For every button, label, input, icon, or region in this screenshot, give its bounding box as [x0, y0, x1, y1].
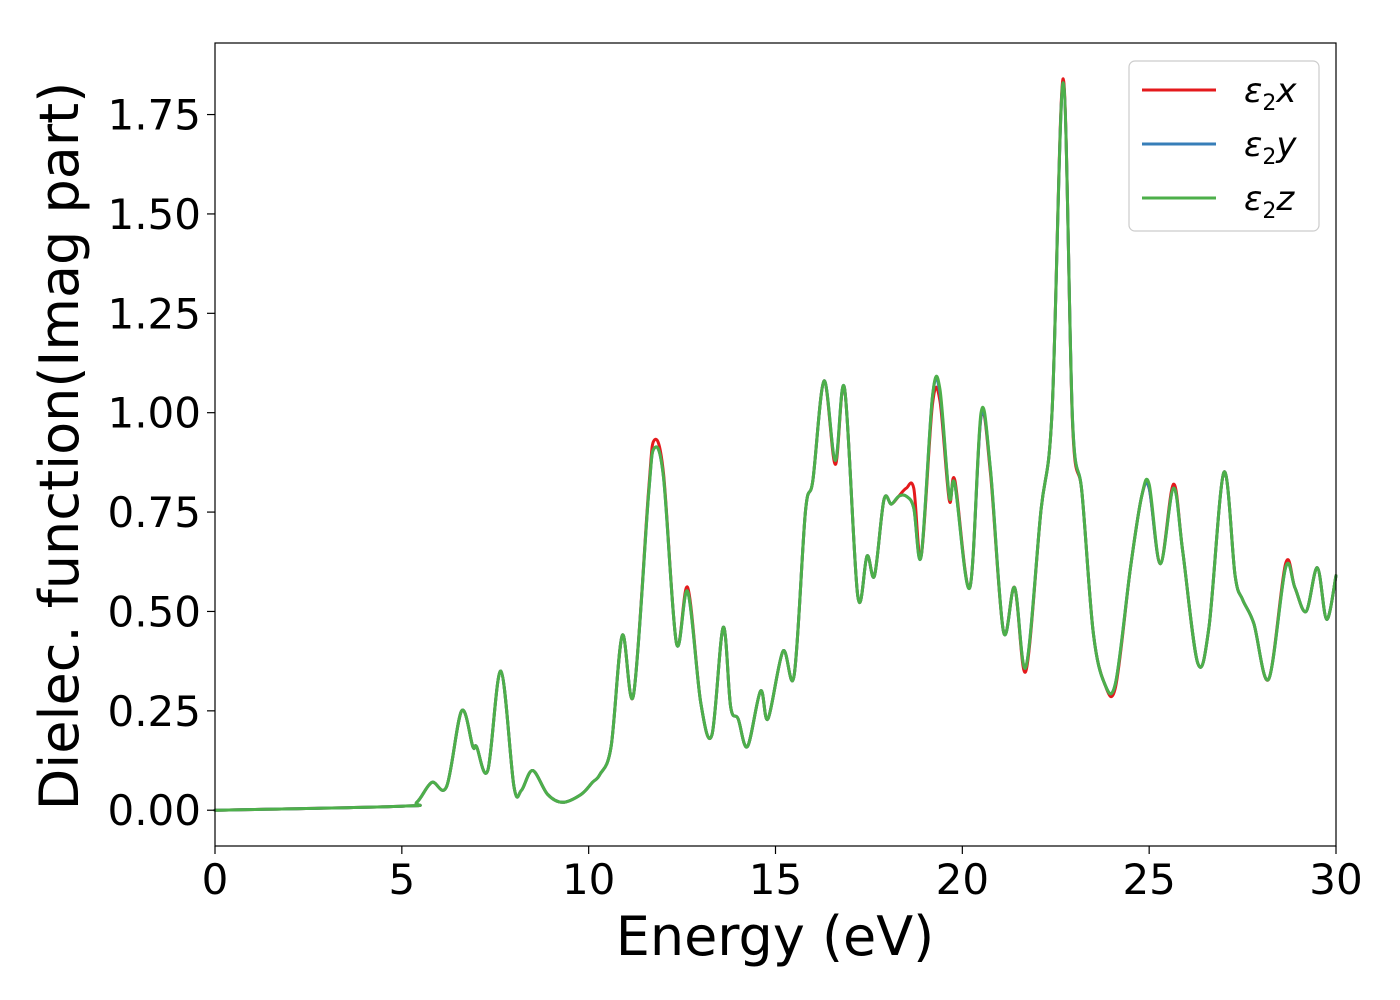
y-axis-ticks: 0.00 0.25 0.50 0.75 1.00 1.25 1.50 1.75: [107, 91, 215, 835]
legend-items: ε2x ε2y ε2z: [1142, 71, 1297, 224]
legend-label: ε2x: [1244, 71, 1297, 116]
y-axis-label: Dielec. function(Imag part): [28, 82, 91, 811]
y-tick-label: 1.75: [107, 91, 201, 140]
x-tick-label: 25: [1122, 855, 1175, 904]
x-tick-label: 0: [202, 855, 229, 904]
y-tick-label: 1.00: [107, 389, 201, 438]
y-tick-label: 0.00: [107, 786, 201, 835]
y-tick-label: 0.75: [107, 488, 201, 537]
legend-box: [1128, 60, 1320, 232]
legend-label: ε2y: [1244, 125, 1297, 170]
y-tick-label: 0.25: [107, 687, 201, 736]
series-line-3: [213, 81, 1338, 812]
x-tick-label: 10: [562, 855, 615, 904]
series-layer: [213, 77, 1338, 812]
x-tick-label: 20: [936, 855, 989, 904]
y-tick-label: 0.50: [107, 587, 201, 636]
x-tick-label: 15: [749, 855, 802, 904]
legend-label: ε2z: [1244, 179, 1295, 224]
x-tick-label: 5: [388, 855, 415, 904]
y-tick-label: 1.50: [107, 190, 201, 239]
legend: ε2x ε2y ε2z: [1128, 60, 1320, 232]
x-axis-ticks: 0 5 10 15 20 25 30: [202, 846, 1363, 904]
x-axis-label: Energy (eV): [616, 905, 935, 968]
x-tick-label: 30: [1309, 855, 1362, 904]
y-tick-label: 1.25: [107, 289, 201, 338]
